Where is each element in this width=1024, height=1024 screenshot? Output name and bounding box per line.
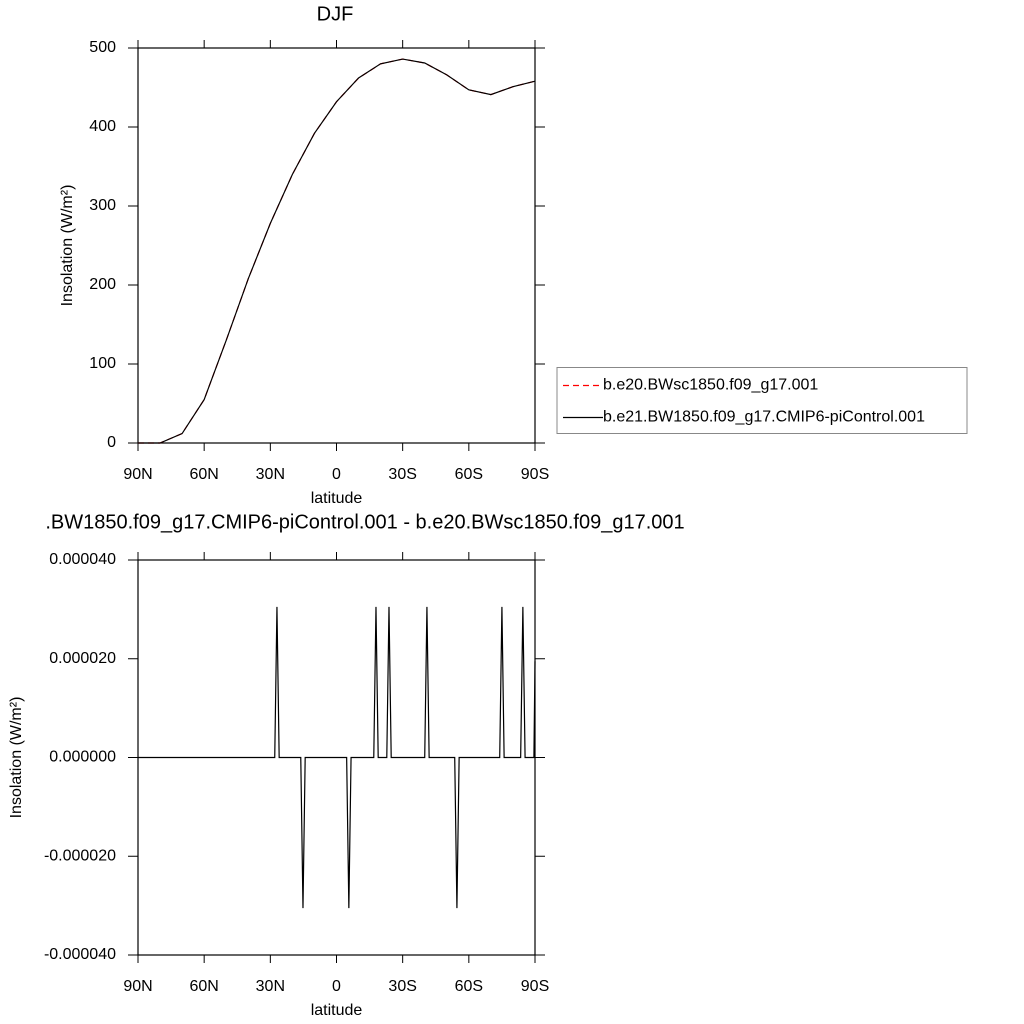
y-tick-label: -0.000020 bbox=[44, 847, 116, 864]
x-tick-label: 60N bbox=[189, 978, 218, 995]
y-axis-label: Insolation (W/m²) bbox=[8, 697, 25, 819]
x-tick-label: 60S bbox=[455, 978, 483, 995]
x-tick-label: 90N bbox=[123, 466, 152, 483]
x-tick-label: 0 bbox=[332, 466, 341, 483]
y-tick-label: 500 bbox=[89, 39, 116, 56]
plot-frame bbox=[137, 47, 536, 444]
y-tick-label: 300 bbox=[89, 197, 116, 214]
x-tick-label: 90S bbox=[521, 466, 549, 483]
y-tick-label: 200 bbox=[89, 276, 116, 293]
legend-box bbox=[556, 367, 968, 434]
x-tick-label: 90N bbox=[123, 978, 152, 995]
data-line bbox=[138, 58, 536, 444]
x-tick-label: 90S bbox=[521, 978, 549, 995]
x-tick-label: 60N bbox=[189, 466, 218, 483]
x-tick-label: 0 bbox=[332, 978, 341, 995]
y-tick-label: 0.000040 bbox=[49, 551, 116, 568]
legend-label: b.e20.BWsc1850.f09_g17.001 bbox=[603, 377, 818, 394]
x-tick-label: 60S bbox=[455, 466, 483, 483]
legend-label: b.e21.BW1850.f09_g17.CMIP6-piControl.001 bbox=[603, 409, 925, 426]
y-tick-label: 400 bbox=[89, 118, 116, 135]
y-tick-label: 0.000000 bbox=[49, 749, 116, 766]
y-axis-label: Insolation (W/m²) bbox=[59, 185, 76, 307]
data-line bbox=[138, 606, 536, 909]
y-tick-label: 100 bbox=[89, 355, 116, 372]
x-tick-label: 30S bbox=[388, 466, 416, 483]
x-tick-label: 30N bbox=[256, 978, 285, 995]
y-tick-label: 0 bbox=[107, 434, 116, 451]
y-tick-label: 0.000020 bbox=[49, 650, 116, 667]
chart-title: .BW1850.f09_g17.CMIP6-piControl.001 - b.… bbox=[45, 511, 684, 533]
data-line bbox=[138, 58, 536, 444]
x-axis-label: latitude bbox=[311, 490, 363, 507]
y-tick-label: -0.000040 bbox=[44, 946, 116, 963]
chart-title: DJF bbox=[317, 3, 354, 25]
x-tick-label: 30N bbox=[256, 466, 285, 483]
x-tick-label: 30S bbox=[388, 978, 416, 995]
x-axis-label: latitude bbox=[311, 1002, 363, 1019]
